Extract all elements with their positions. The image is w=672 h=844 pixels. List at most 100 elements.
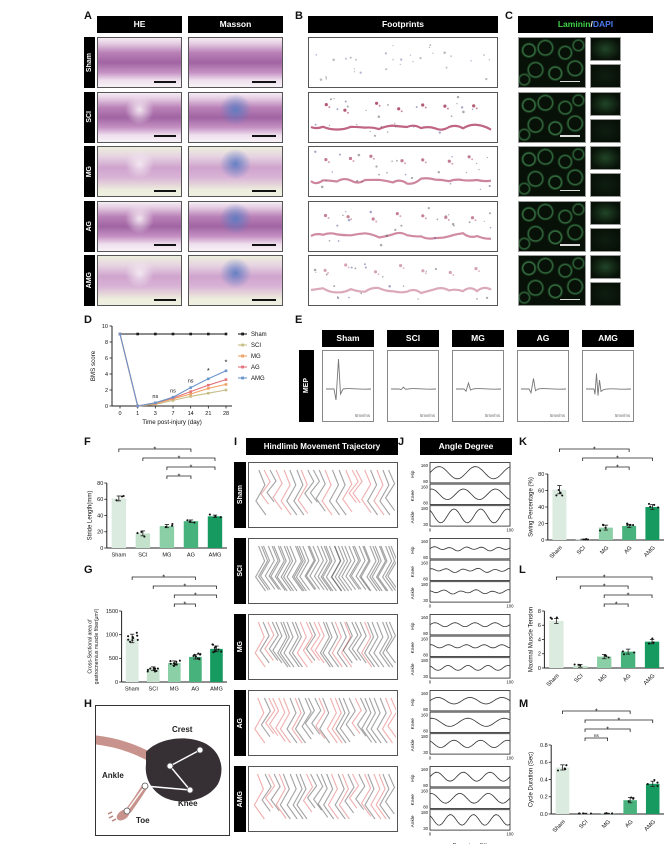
y-tick-label: 160 — [421, 789, 429, 794]
limb-stroke — [363, 621, 376, 668]
paw-print — [424, 216, 427, 219]
he-image-sci — [97, 91, 182, 143]
legend-marker — [241, 376, 244, 380]
ink-speck — [489, 226, 492, 228]
significance-bracket — [166, 475, 192, 479]
x-tick-label: 3 — [154, 411, 157, 417]
limb-stroke — [283, 621, 295, 668]
series-line-ag — [119, 333, 227, 407]
data-dot — [149, 667, 152, 670]
ink-speck — [434, 236, 436, 239]
limb-stroke — [334, 773, 346, 820]
x-category-label: AMG — [643, 545, 657, 559]
ink-speck — [465, 171, 468, 174]
paw-print — [346, 111, 349, 114]
data-dot — [555, 616, 558, 619]
ink-speck — [460, 105, 464, 109]
paw-print — [443, 104, 447, 108]
ink-speck — [396, 159, 398, 162]
cross-sectional-area-chart: 0 500 1000 1500 Sham SCI MG AG AMG * * * * Cross-Sect… — [88, 573, 227, 693]
limb-stroke — [384, 545, 396, 591]
paw-print — [375, 220, 378, 222]
significance-label: * — [606, 725, 609, 734]
y-tick-label: 160 — [421, 561, 429, 566]
paw-print — [328, 105, 331, 108]
y-tick-label: 80 — [423, 479, 428, 484]
limb-stroke — [301, 697, 312, 740]
footprint-drawing — [310, 150, 492, 191]
limb-stroke — [305, 545, 317, 590]
limb-stroke — [348, 773, 360, 809]
limb-stroke — [270, 773, 281, 812]
limb-stroke — [339, 697, 351, 743]
x-category-label: MG — [598, 673, 609, 684]
legend-marker — [241, 343, 244, 347]
significance-annotation: ns — [170, 388, 176, 394]
data-point-sham — [224, 332, 228, 336]
ink-speck — [425, 270, 427, 272]
data-dot — [197, 652, 200, 655]
y-tick-label: 30 — [423, 674, 428, 679]
joint-link — [169, 765, 191, 791]
bms-score-chart: 0 2 4 6 8 10 0 1 3 7 14 21 28 Time post-injury (day) B… — [90, 324, 267, 426]
ink-speck — [350, 266, 353, 269]
y-axis-title: Cross-Sectional area of — [88, 619, 94, 674]
paw-print — [447, 159, 451, 163]
y-tick-label: 4 — [105, 372, 108, 378]
row-label-text: AG — [236, 717, 244, 729]
joint-axis-label: Hip — [410, 546, 416, 554]
x-tick-label: 100 — [506, 756, 514, 761]
ink-speck — [415, 105, 418, 108]
ink-speck — [369, 210, 373, 213]
limb-stroke — [292, 773, 304, 820]
x-tick-label: 0 — [429, 680, 432, 685]
panel-l-letter: L — [519, 564, 526, 576]
significance-bracket — [152, 585, 217, 589]
significance-label: * — [177, 472, 180, 481]
y-tick-label: 1500 — [106, 609, 118, 615]
panel-a-header-he: HE — [97, 16, 182, 33]
y-axis-title: Maximal Muscle Tension — [529, 607, 535, 672]
mep-trace-box-mg: 5mv/ms — [452, 350, 504, 422]
limb-stroke — [373, 621, 385, 668]
limb-stroke — [351, 697, 362, 735]
laminin-inset-top-mg — [590, 146, 621, 170]
limb-stroke — [259, 545, 271, 590]
panel-g-letter: G — [84, 564, 93, 576]
paw-print — [324, 158, 328, 162]
joint-axis-label: Knee — [410, 566, 416, 578]
limb-stroke — [349, 545, 360, 590]
ink-speck — [313, 268, 317, 272]
limb-stroke — [369, 545, 381, 592]
paw-print — [421, 102, 425, 107]
ink-speck — [476, 298, 478, 300]
ink-speck — [483, 220, 485, 222]
panel-i-row-label-sci: SCI — [234, 538, 246, 604]
paw-print — [346, 214, 350, 218]
y-tick-label: 80 — [423, 631, 428, 636]
paw-print — [452, 274, 455, 276]
data-point-ag — [207, 383, 210, 387]
angle-curve-ankle — [429, 508, 511, 524]
limb-stroke — [268, 697, 280, 736]
x-category-label: SCI — [149, 687, 159, 693]
significance-bracket — [559, 448, 630, 452]
x-tick-label: 7 — [171, 411, 174, 417]
ink-speck — [356, 179, 359, 183]
limb-stroke — [254, 545, 267, 592]
joint-axis-label: Ankle — [410, 511, 416, 523]
trajectory-image-sham — [248, 462, 398, 528]
limb-stroke — [291, 621, 303, 668]
ink-speck — [419, 56, 422, 60]
paw-print — [323, 213, 328, 217]
limb-stroke — [279, 773, 291, 820]
panel-a-row-label-amg: AMG — [84, 255, 95, 306]
data-dot — [584, 538, 587, 541]
limb-stroke — [375, 773, 387, 820]
mep-waveform — [586, 373, 632, 396]
angle-subplot-frame — [429, 462, 511, 484]
data-dot — [128, 640, 132, 643]
footprint-image-sci — [308, 91, 498, 143]
significance-bracket — [605, 466, 630, 470]
legend-label: AG — [251, 365, 260, 371]
